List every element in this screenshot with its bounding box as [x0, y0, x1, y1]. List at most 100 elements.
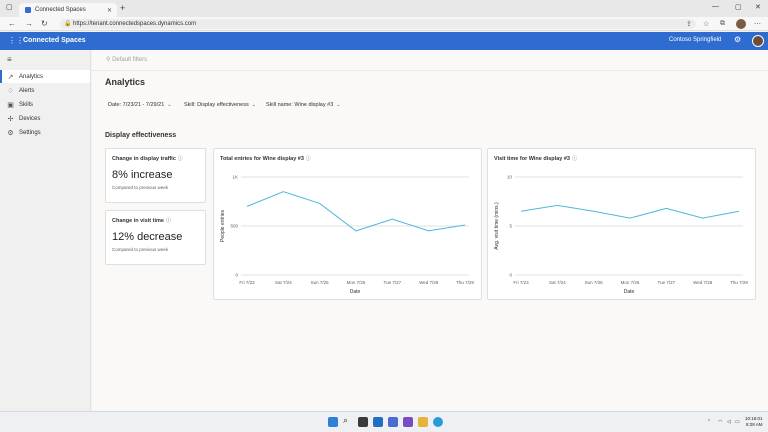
sidebar-item-alerts[interactable]: ♢ Alerts	[0, 84, 90, 97]
sidebar-item-analytics[interactable]: ↗ Analytics	[0, 70, 90, 83]
sidebar-item-settings[interactable]: ⚙ Settings	[0, 126, 90, 139]
chart-card-total-entries: Total entries for Wine display #3 ⓘ 0 500 1…	[213, 148, 482, 300]
forward-icon[interactable]: →	[25, 19, 33, 28]
sidebar-item-skills[interactable]: ▣ Skills	[0, 98, 90, 111]
main-content: ⚲ Default filters Analytics Date: 7/23/2…	[92, 50, 768, 411]
volume-icon[interactable]: ◁	[727, 419, 731, 425]
x-tick-label: Sun 7/25	[311, 280, 330, 285]
section-title: Display effectiveness	[105, 132, 177, 139]
app-name[interactable]: Connected Spaces	[23, 37, 86, 44]
bell-icon: ♢	[7, 87, 14, 95]
x-tick-label: Sun 7/25	[585, 280, 604, 285]
browser-tab-bar: ▢ Connected Spaces ✕ + — ▢ ✕	[0, 0, 768, 17]
user-avatar[interactable]	[752, 35, 764, 47]
series-line	[246, 191, 466, 232]
refresh-icon[interactable]: ↻	[41, 19, 48, 28]
chart-card-visit-time: Visit time for Wine display #3 ⓘ 0 5 10 Fri …	[487, 148, 756, 300]
filter-icon: ⚲	[106, 57, 111, 63]
y-tick-label: 1K	[232, 175, 238, 180]
default-filters-button[interactable]: ⚲ Default filters	[106, 56, 147, 63]
chevron-up-icon[interactable]: ⌃	[707, 419, 712, 425]
x-tick-label: Wed 7/28	[693, 280, 713, 285]
collections-icon[interactable]: ⧉	[720, 20, 725, 27]
browser-profile-avatar[interactable]	[736, 19, 746, 29]
sidebar-item-devices[interactable]: ✢ Devices	[0, 112, 90, 125]
chart-title: Visit time for Wine display #3 ⓘ	[494, 155, 577, 162]
date-filter-dropdown[interactable]: Date: 7/23/21 - 7/29/21 ⌄	[108, 102, 171, 108]
chart-title-text: Total entries for Wine display #3	[220, 156, 304, 162]
sidebar-item-label: Settings	[19, 129, 41, 136]
start-icon[interactable]	[328, 417, 338, 427]
settings-gear-icon[interactable]: ⚙	[734, 35, 742, 44]
mail-icon[interactable]	[373, 417, 383, 427]
close-tab-icon[interactable]: ✕	[106, 7, 112, 14]
y-tick-label: 5	[509, 224, 512, 229]
chevron-down-icon: ⌄	[336, 102, 341, 108]
teams-icon[interactable]	[388, 417, 398, 427]
kpi-subtitle: Compared to previous week	[112, 185, 169, 190]
search-icon[interactable]: ⌕	[343, 415, 349, 425]
skill-filter-dropdown[interactable]: Skill: Display effectiveness ⌄	[184, 102, 256, 108]
page-title: Analytics	[105, 77, 146, 87]
close-window-icon[interactable]: ✕	[755, 4, 761, 11]
info-icon[interactable]: ⓘ	[305, 156, 311, 162]
y-tick-label: 0	[235, 273, 238, 278]
site-selector[interactable]: Contoso Springfield	[669, 37, 722, 43]
x-tick-label: Fri 7/23	[239, 280, 255, 285]
minimize-icon[interactable]: —	[712, 3, 719, 10]
gear-icon: ⚙	[7, 129, 14, 137]
kpi-subtitle: Compared to previous week	[112, 247, 169, 252]
file-explorer-icon[interactable]	[418, 417, 428, 427]
y-tick-label: 10	[507, 175, 513, 180]
line-chart-total-entries: 0 500 1K Fri 7/23 Sat 7/24 Sun 7/25 Mon 7/26 Tu…	[220, 175, 474, 296]
x-axis-title: Date	[350, 289, 361, 295]
wifi-icon[interactable]: ◠	[718, 419, 723, 425]
browser-tab[interactable]: Connected Spaces ✕	[19, 3, 117, 17]
sidebar-item-label: Analytics	[19, 73, 44, 80]
clock-line-2: 8:28 AM	[746, 422, 763, 427]
series-line	[520, 204, 740, 219]
skill-name-filter-label: Skill name: Wine display #3	[266, 102, 334, 108]
taskbar: ⌕ ⌃ ◠ ◁ ▭ 10:16:01 8:28 AM	[0, 411, 768, 432]
skill-name-filter-dropdown[interactable]: Skill name: Wine display #3 ⌄	[266, 102, 340, 108]
skill-filter-label: Skill: Display effectiveness	[184, 102, 249, 108]
x-tick-label: Tue 7/27	[658, 280, 676, 285]
info-icon[interactable]: ⓘ	[177, 156, 183, 162]
tab-actions-icon[interactable]: ▢	[6, 4, 13, 11]
chat-icon[interactable]	[403, 417, 413, 427]
kpi-card-display-traffic: Change in display traffic ⓘ 8% increase C…	[105, 148, 206, 203]
divider	[92, 70, 768, 71]
battery-icon[interactable]: ▭	[735, 419, 740, 425]
info-icon[interactable]: ⓘ	[165, 218, 171, 224]
edge-browser-icon[interactable]	[433, 417, 443, 427]
devices-icon: ✢	[7, 115, 14, 123]
share-icon[interactable]: ⇪	[686, 21, 692, 28]
new-tab-button[interactable]: +	[120, 3, 126, 13]
x-tick-label: Thu 7/29	[730, 280, 748, 285]
task-view-icon[interactable]	[358, 417, 368, 427]
y-tick-label: 500	[230, 224, 238, 229]
kpi-title-text: Change in display traffic	[112, 156, 176, 162]
x-tick-label: Wed 7/28	[419, 280, 439, 285]
kpi-card-visit-time: Change in visit time ⓘ 12% decrease Compa…	[105, 210, 206, 265]
hamburger-icon[interactable]: ≡	[7, 55, 12, 64]
maximize-icon[interactable]: ▢	[735, 4, 742, 11]
back-icon[interactable]: ←	[8, 19, 16, 28]
url-field[interactable]: 🔒 https://tenant.connectedspaces.dynamic…	[60, 19, 696, 29]
tab-title: Connected Spaces	[35, 7, 86, 13]
info-icon[interactable]: ⓘ	[571, 156, 577, 162]
chart-title-text: Visit time for Wine display #3	[494, 156, 570, 162]
chevron-down-icon: ⌄	[167, 102, 172, 108]
system-clock[interactable]: 10:16:01 8:28 AM	[745, 416, 763, 428]
x-axis-title: Date	[624, 289, 635, 295]
more-icon[interactable]: ⋯	[754, 21, 761, 28]
favorites-icon[interactable]: ☆	[703, 21, 710, 28]
line-chart-visit-time: 0 5 10 Fri 7/23 Sat 7/24 Sun 7/25 Mon 7/26 Tue …	[494, 175, 748, 296]
x-tick-label: Sat 7/24	[549, 280, 566, 285]
kpi-value: 12% decrease	[112, 231, 183, 243]
waffle-icon[interactable]: ⋮⋮	[8, 36, 24, 45]
address-bar-row: ← → ↻ 🔒 https://tenant.connectedspaces.d…	[0, 17, 768, 31]
x-tick-label: Mon 7/26	[621, 280, 640, 285]
kpi-value: 8% increase	[112, 169, 173, 181]
kpi-card-title: Change in display traffic ⓘ	[112, 155, 183, 162]
